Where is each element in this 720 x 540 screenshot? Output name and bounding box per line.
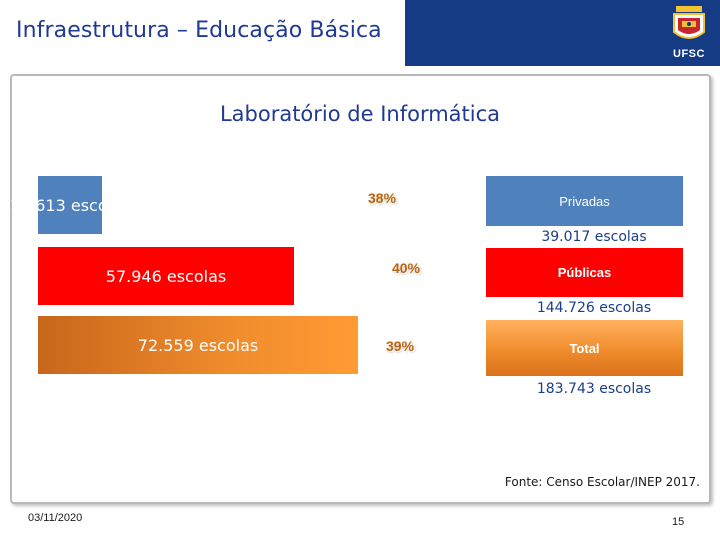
bar-value-label: 72.559 escolas	[137, 335, 259, 355]
header-title: Infraestrutura – Educação Básica	[16, 18, 382, 43]
total-count-label: 39.017 escolas	[541, 229, 647, 245]
bar-públicas: 57.946 escolas	[38, 247, 294, 305]
bar-value-label: 57.946 escolas	[105, 266, 227, 286]
category-label: Privadas	[559, 193, 610, 209]
category-box-total: Total	[486, 320, 683, 376]
ufsc-crest-icon	[673, 6, 705, 39]
total-count-label: 183.743 escolas	[536, 381, 652, 397]
category-box-privadas: Privadas	[486, 176, 683, 226]
header-title-box: Infraestrutura – Educação Básica	[0, 0, 405, 66]
category-label: Total	[569, 340, 600, 356]
total-count-label: 144.726 escolas	[536, 300, 652, 316]
header-dark-panel	[405, 0, 720, 66]
category-box-públicas: Públicas	[486, 248, 683, 297]
footer-date: 03/11/2020	[28, 512, 83, 524]
bar-privadas: 14.613 escolas	[10, 176, 130, 234]
percent-label: 38%	[368, 190, 397, 206]
source-note: Fonte: Censo Escolar/INEP 2017.	[504, 475, 700, 489]
bar-total: 72.559 escolas	[38, 316, 358, 374]
logo-text: UFSC	[673, 48, 705, 60]
chart-title: Laboratório de Informática	[219, 102, 501, 126]
percent-label: 40%	[392, 260, 421, 276]
header-bar: Infraestrutura – Educação Básica UFSC	[0, 0, 720, 66]
page-number: 15	[672, 516, 685, 528]
percent-label: 39%	[386, 338, 415, 354]
bar-value-label: 14.613 escolas	[9, 195, 131, 215]
ufsc-logo: UFSC	[664, 4, 714, 62]
category-label: Públicas	[557, 265, 612, 280]
